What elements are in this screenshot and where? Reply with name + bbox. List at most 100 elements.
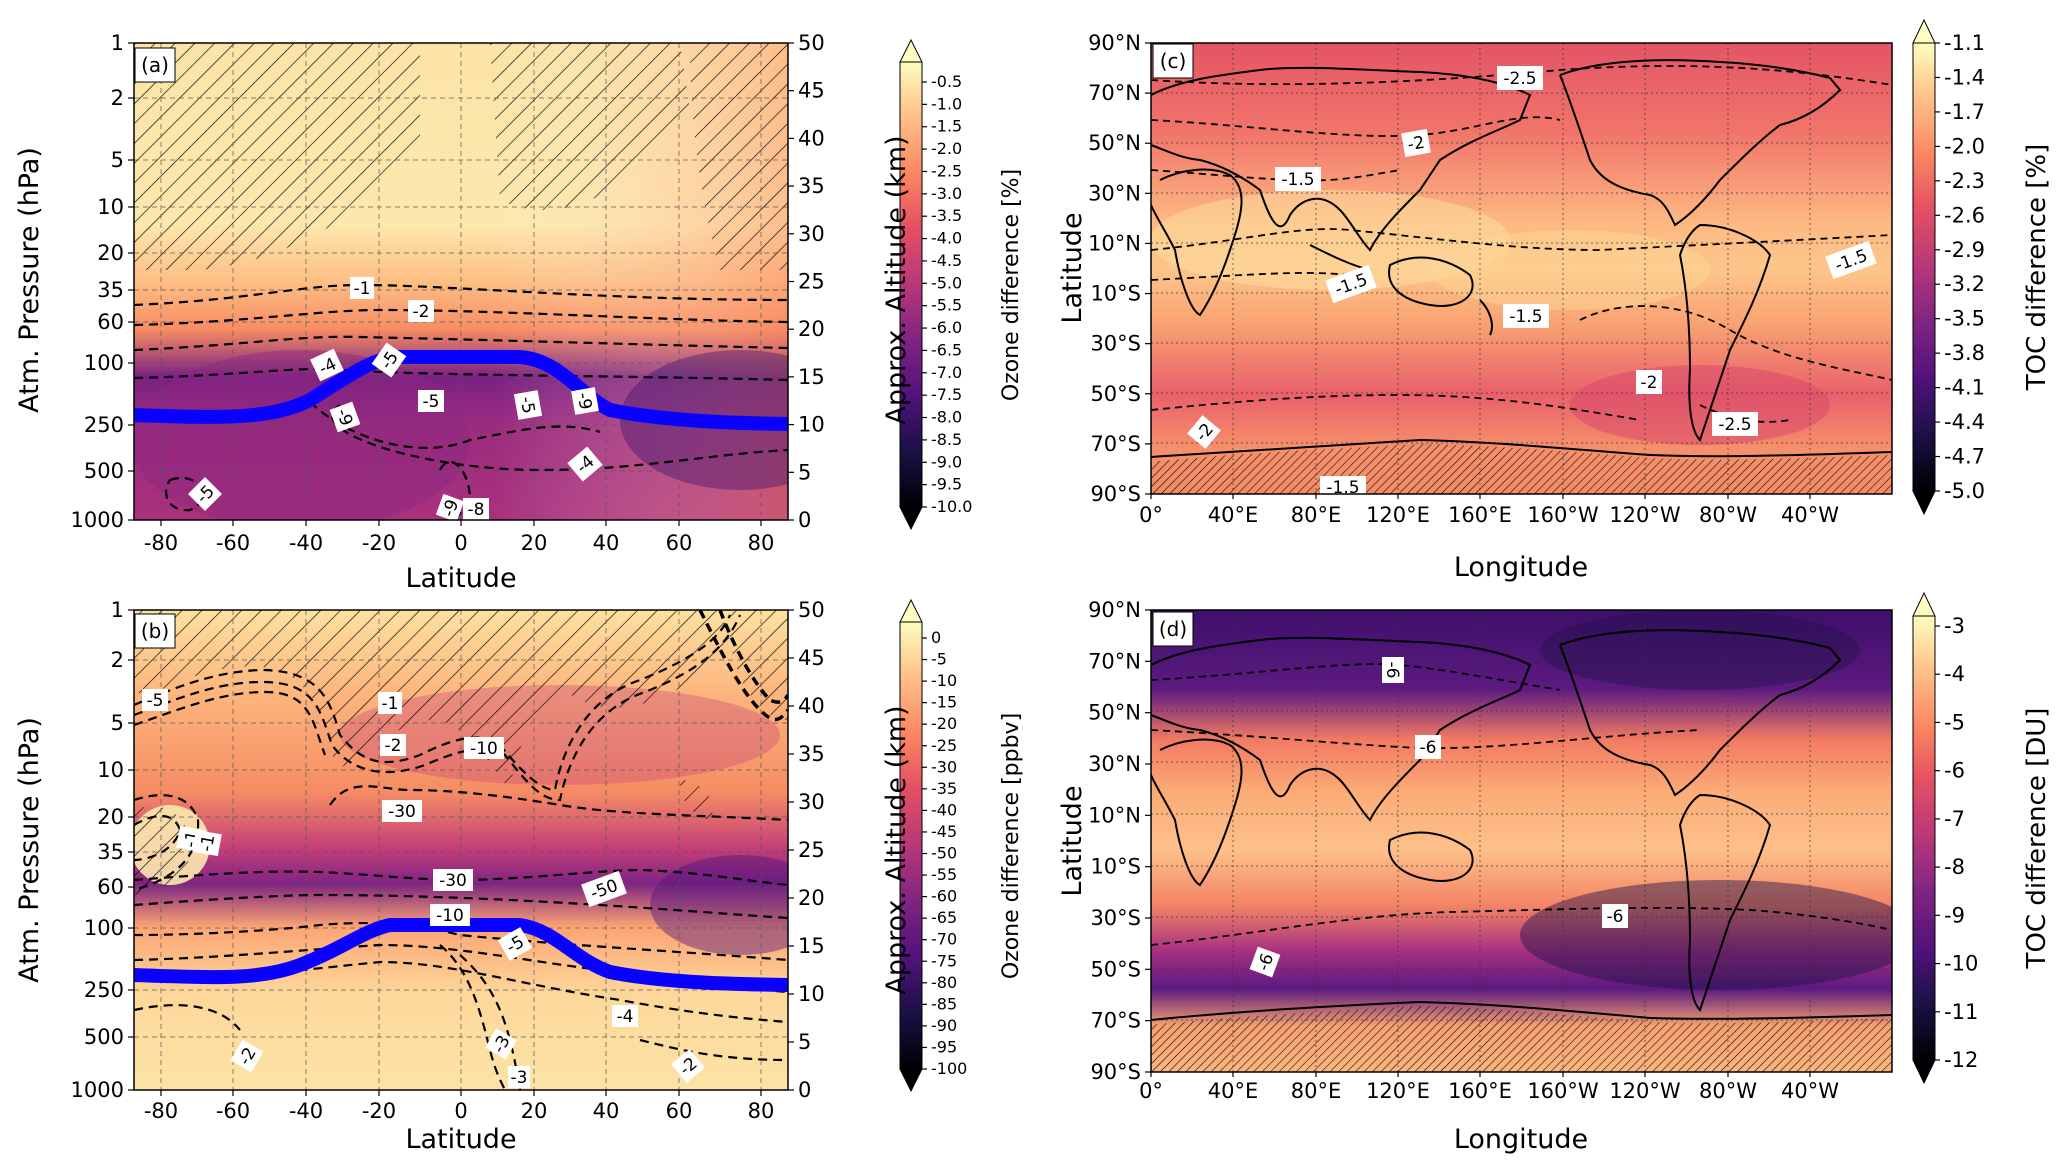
contour-label: -9 bbox=[573, 391, 596, 411]
x-tick-label: 80°W bbox=[1699, 503, 1757, 527]
colorbar-tick-label: -2.3 bbox=[1944, 169, 1985, 193]
colorbar-tick-label: -11 bbox=[1944, 1000, 1978, 1024]
y-tick-label: 90°N bbox=[1088, 31, 1141, 55]
colorbar-tick-label: -4.4 bbox=[1944, 410, 1985, 434]
contour-label: -3 bbox=[511, 1068, 528, 1088]
panel-c-label: (c) bbox=[1160, 49, 1187, 73]
colorbar-tick-label: -5.0 bbox=[931, 273, 962, 292]
colorbar-tick-label: -1.7 bbox=[1944, 100, 1985, 124]
y-tick-label: 500 bbox=[84, 1025, 124, 1049]
colorbar-tick-label: -40 bbox=[931, 800, 957, 819]
y-tick-label: 70°S bbox=[1090, 432, 1141, 456]
y-tick-label: 2 bbox=[111, 86, 124, 110]
colorbar-tick-label: -3.0 bbox=[931, 184, 962, 203]
y-tick-label: 5 bbox=[111, 711, 124, 735]
colorbar-tick-label: -15 bbox=[931, 693, 957, 712]
y2-tick-label: 35 bbox=[798, 174, 825, 198]
panel-b-contour-labels: -5 -1 -2 -10 -1 -30 -1 -30 -50 -10 -5 -4… bbox=[142, 689, 705, 1088]
contour-label: -4 bbox=[617, 1007, 634, 1027]
colorbar-tick-label: -1.0 bbox=[931, 94, 962, 113]
y-tick-label: 10°N bbox=[1088, 231, 1141, 255]
panel-c-grid bbox=[1151, 43, 1892, 494]
x-tick-label: 160°W bbox=[1527, 503, 1599, 527]
colorbar-tick-label: -35 bbox=[931, 779, 957, 798]
y-tick-label: 10°N bbox=[1088, 803, 1141, 827]
colorbar-tick-label: -2.0 bbox=[1944, 134, 1985, 158]
colorbar-tick-label: -3.5 bbox=[931, 206, 962, 225]
colorbar-tick-label: -6.5 bbox=[931, 340, 962, 359]
x-tick-label: 160°E bbox=[1448, 503, 1512, 527]
y-tick-label: 70°S bbox=[1090, 1009, 1141, 1033]
panel-b-xlabel: Latitude bbox=[405, 1124, 516, 1155]
panel-c-contours bbox=[1151, 65, 1892, 423]
colorbar-tick-label: -70 bbox=[931, 930, 957, 949]
colorbar-tick-label: -4 bbox=[1944, 662, 1965, 686]
colorbar-tick-label: -8.0 bbox=[931, 408, 962, 427]
contour-label: -8 bbox=[468, 500, 485, 520]
contour-label: -4 bbox=[316, 354, 340, 379]
panel-c-xlabel: Longitude bbox=[1454, 552, 1588, 583]
colorbar-tick-label: -3 bbox=[1944, 614, 1965, 638]
axis-ticks: -80 -60 -40 -20 0 20 40 60 80-80 -60 -40 -20 0 20 40 60… bbox=[71, 31, 1985, 1123]
colorbar-tick-label: -5 bbox=[931, 650, 947, 669]
y-tick-label: 10 bbox=[97, 758, 124, 782]
panel-a: -1 -2 -4 -5 -5 -9 -5 -9 -4 -5 -9 -8 (a) bbox=[133, 42, 789, 521]
x-tick-label: 60 bbox=[666, 531, 693, 555]
colorbar-tick-label: -5 bbox=[1944, 710, 1965, 734]
contour-label: -30 bbox=[388, 802, 416, 822]
contour-label: -1.5 bbox=[1509, 307, 1542, 327]
y-tick-label: 1000 bbox=[71, 1078, 124, 1102]
colorbar-tick-label: -7.5 bbox=[931, 385, 962, 404]
y-tick-label: 70°N bbox=[1088, 81, 1141, 105]
colorbar-tick-label: -2.5 bbox=[931, 161, 962, 180]
x-tick-label: 0 bbox=[454, 531, 467, 555]
y-tick-label: 1 bbox=[111, 31, 124, 55]
panel-b: -5 -1 -2 -10 -1 -30 -1 -30 -50 -10 -5 -4… bbox=[133, 609, 789, 1091]
y-tick-label: 30°N bbox=[1088, 752, 1141, 776]
y-tick-label: 30°N bbox=[1088, 181, 1141, 205]
y-tick-label: 500 bbox=[84, 459, 124, 483]
colorbar-tick-label: -2.9 bbox=[1944, 238, 1985, 262]
x-tick-label: 120°W bbox=[1609, 1079, 1681, 1103]
colorbar-tick-label: -85 bbox=[931, 994, 957, 1013]
colorbar-tick-label: -3.8 bbox=[1944, 341, 1985, 365]
contour-label: -6 bbox=[1254, 951, 1279, 974]
colorbar-tick-label: -4.0 bbox=[931, 229, 962, 248]
colorbar-a bbox=[899, 38, 923, 531]
contour-label: -1 bbox=[197, 833, 220, 853]
colorbar-tick-label: -8 bbox=[1944, 855, 1965, 879]
y2-tick-label: 50 bbox=[798, 31, 825, 55]
y-tick-label: 100 bbox=[84, 916, 124, 940]
y2-tick-label: 10 bbox=[798, 982, 825, 1006]
colorbar-tick-label: -4.1 bbox=[1944, 376, 1985, 400]
y-tick-label: 250 bbox=[84, 413, 124, 437]
panel-a-tropopause bbox=[134, 350, 788, 431]
panel-d-contour-labels: -6 -6 -6 -6 bbox=[1249, 657, 1628, 978]
panel-a-xlabel: Latitude bbox=[405, 563, 516, 594]
colorbar-tick-label: -65 bbox=[931, 908, 957, 927]
contour-label: -6 bbox=[1607, 907, 1624, 927]
panel-d-ylabel: Latitude bbox=[1057, 785, 1088, 896]
colorbar-d bbox=[1912, 591, 1936, 1085]
panel-b-contours bbox=[134, 610, 788, 1090]
contour-label: -1 bbox=[354, 279, 371, 299]
y2-tick-label: 20 bbox=[798, 886, 825, 910]
contour-label: -2 bbox=[1406, 133, 1426, 156]
y-tick-label: 100 bbox=[84, 351, 124, 375]
colorbar-tick-label: -3.5 bbox=[1944, 307, 1985, 331]
y-tick-label: 90°S bbox=[1090, 482, 1141, 506]
contour-label: -2 bbox=[1641, 373, 1658, 393]
panel-c-field: -2.5 -2 -1.5 -1.5 -1.5 -1.5 -2 -2.5 -2 -… bbox=[1151, 43, 1892, 494]
x-tick-label: 0 bbox=[454, 1099, 467, 1123]
panel-b-label: (b) bbox=[141, 619, 169, 643]
colorbar-tick-label: -7 bbox=[1944, 807, 1965, 831]
x-tick-label: 120°E bbox=[1366, 503, 1430, 527]
y-tick-label: 70°N bbox=[1088, 649, 1141, 673]
colorbar-tick-label: -60 bbox=[931, 887, 957, 906]
colorbar-tick-label: -2.0 bbox=[931, 139, 962, 158]
y-tick-label: 30°S bbox=[1090, 332, 1141, 356]
panel-c: -2.5 -2 -1.5 -1.5 -1.5 -1.5 -2 -2.5 -2 -… bbox=[1150, 42, 1893, 495]
x-tick-label: 40°E bbox=[1208, 503, 1259, 527]
contour-label: -2.5 bbox=[1718, 415, 1751, 435]
x-tick-label: 80°E bbox=[1291, 1079, 1342, 1103]
